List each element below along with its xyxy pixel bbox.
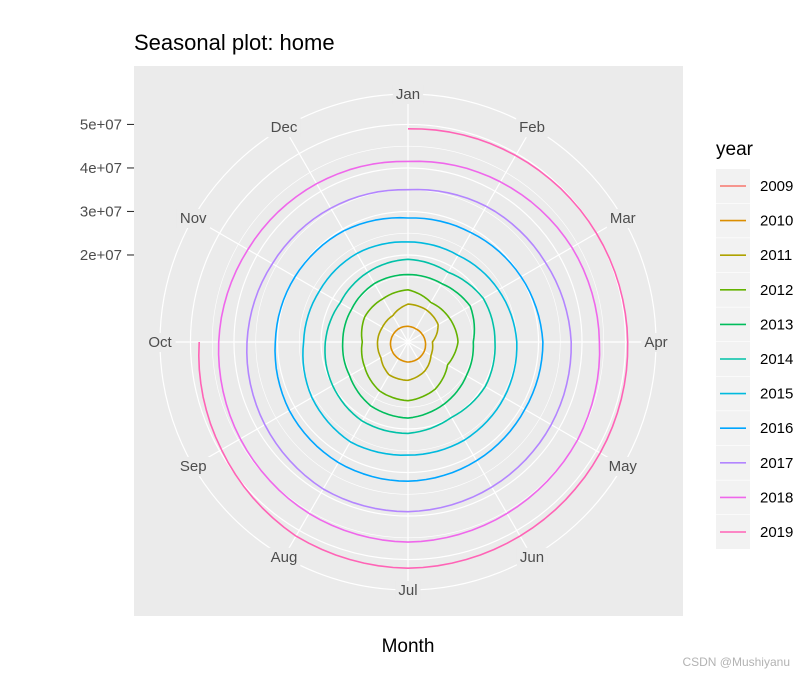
legend-label-2016: 2016	[760, 420, 793, 437]
legend-label-2009: 2009	[760, 178, 793, 195]
legend-label-2018: 2018	[760, 489, 793, 506]
legend-label-2015: 2015	[760, 386, 793, 403]
month-label-oct: Oct	[148, 334, 172, 351]
month-label-apr: Apr	[644, 334, 667, 351]
series-line-2017	[246, 188, 572, 513]
legend: 2009 2010 2011 2012 2013 2014 2015 2016 2017 2018…	[716, 169, 793, 549]
month-label-bg	[267, 118, 301, 138]
series-line-2015	[302, 241, 518, 456]
y-tick-label: 2e+07	[80, 247, 122, 264]
month-label-bg	[516, 118, 548, 138]
month-label-bg	[145, 333, 176, 352]
spoke-jun	[407, 341, 533, 558]
series-line-2019	[198, 128, 629, 569]
series-line-2014	[324, 258, 496, 435]
y-tick-label: 5e+07	[80, 116, 122, 133]
legend-label-2011: 2011	[760, 247, 792, 264]
series-line-2012	[360, 289, 459, 402]
month-label-bg	[606, 209, 639, 228]
y-tick-label: 3e+07	[80, 203, 122, 220]
month-label-nov: Nov	[180, 210, 207, 227]
spoke-sep	[192, 341, 409, 467]
spoke-dec	[283, 126, 409, 343]
chart-title: Seasonal plot: home	[134, 30, 335, 55]
month-label-mar: Mar	[610, 210, 636, 227]
month-label-sep: Sep	[180, 458, 207, 475]
legend-label-2010: 2010	[760, 213, 793, 230]
spoke-nov	[192, 217, 409, 343]
series-line-2013	[341, 273, 476, 419]
month-label-bg	[516, 547, 548, 567]
series-lines	[198, 128, 629, 569]
legend-title: year	[716, 139, 754, 160]
legend-label-2017: 2017	[760, 455, 793, 472]
month-label-jan: Jan	[396, 86, 420, 103]
series-line-2010	[389, 325, 427, 363]
legend-label-2019: 2019	[760, 524, 793, 541]
y-tick-label: 4e+07	[80, 160, 122, 177]
watermark: CSDN @Mushiyanu	[682, 655, 790, 669]
month-label-bg	[176, 457, 210, 476]
x-axis-title: Month	[382, 636, 435, 657]
month-label-jul: Jul	[398, 582, 417, 599]
month-label-may: May	[609, 458, 638, 475]
legend-label-2013: 2013	[760, 316, 793, 333]
month-label-bg	[605, 457, 641, 476]
month-label-bg	[641, 333, 671, 352]
legend-label-2014: 2014	[760, 351, 793, 368]
spoke-aug	[283, 341, 409, 558]
month-label-bg	[176, 209, 211, 228]
series-line-2016	[274, 216, 544, 482]
radial-axis-ticks: 2e+07 3e+07 4e+07 5e+07	[80, 116, 134, 264]
month-labels: Jan Feb Mar Apr May Jun Jul Aug Sep Oct Nov Dec	[145, 85, 671, 600]
series-line-2018	[217, 160, 601, 543]
series-line-2011	[376, 303, 439, 382]
month-label-bg	[267, 547, 301, 567]
month-label-jun: Jun	[520, 549, 544, 566]
legend-label-2012: 2012	[760, 282, 793, 299]
spoke-may	[407, 341, 624, 467]
spoke-mar	[407, 217, 624, 343]
spoke-feb	[407, 126, 533, 343]
month-label-feb: Feb	[519, 119, 545, 136]
month-label-aug: Aug	[271, 549, 298, 566]
month-label-dec: Dec	[271, 119, 298, 136]
month-label-bg	[395, 581, 421, 600]
month-label-bg	[392, 85, 424, 104]
